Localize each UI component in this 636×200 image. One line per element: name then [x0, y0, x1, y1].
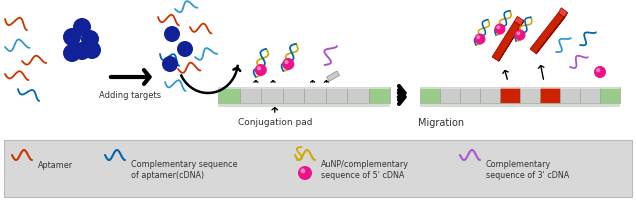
- Text: sequence of 3' cDNA: sequence of 3' cDNA: [486, 170, 569, 179]
- Bar: [218, 88, 240, 103]
- FancyBboxPatch shape: [4, 140, 632, 197]
- Circle shape: [596, 69, 600, 73]
- Polygon shape: [499, 22, 524, 62]
- Text: of aptamer(cDNA): of aptamer(cDNA): [131, 170, 204, 179]
- Circle shape: [474, 34, 485, 45]
- Text: Adding targets: Adding targets: [99, 91, 161, 100]
- Circle shape: [63, 45, 81, 63]
- Polygon shape: [492, 22, 521, 62]
- Polygon shape: [558, 9, 567, 19]
- Circle shape: [73, 43, 91, 61]
- Circle shape: [497, 26, 501, 30]
- Circle shape: [476, 36, 480, 40]
- Bar: [420, 103, 620, 107]
- Bar: [600, 88, 620, 103]
- Circle shape: [255, 65, 267, 77]
- Bar: [480, 88, 500, 103]
- Circle shape: [164, 27, 180, 43]
- Circle shape: [515, 30, 525, 41]
- Circle shape: [63, 29, 81, 47]
- Bar: [440, 88, 460, 103]
- Circle shape: [300, 169, 305, 173]
- Circle shape: [284, 61, 289, 65]
- Circle shape: [516, 32, 520, 36]
- Polygon shape: [515, 17, 524, 26]
- Text: Migration: Migration: [418, 117, 464, 127]
- Circle shape: [298, 166, 312, 180]
- Bar: [580, 88, 600, 103]
- Bar: [282, 88, 304, 103]
- Bar: [500, 88, 520, 103]
- Text: sequence of 5' cDNA: sequence of 5' cDNA: [321, 170, 404, 179]
- Bar: [540, 88, 560, 103]
- Bar: [261, 88, 282, 103]
- Polygon shape: [530, 14, 565, 55]
- Bar: [327, 72, 340, 82]
- Text: Conjugation pad: Conjugation pad: [237, 117, 312, 126]
- Circle shape: [495, 24, 506, 35]
- Bar: [347, 88, 368, 103]
- Circle shape: [257, 67, 261, 71]
- Text: AuNP/complementary: AuNP/complementary: [321, 159, 409, 168]
- Circle shape: [177, 42, 193, 58]
- Bar: [304, 88, 326, 103]
- Text: Aptamer: Aptamer: [38, 161, 73, 170]
- Bar: [520, 88, 540, 103]
- Bar: [326, 88, 347, 103]
- Bar: [560, 88, 580, 103]
- Bar: [218, 88, 390, 90]
- Circle shape: [282, 59, 294, 71]
- Bar: [420, 88, 620, 90]
- Bar: [368, 88, 390, 103]
- Circle shape: [73, 19, 91, 37]
- Text: Complementary sequence: Complementary sequence: [131, 159, 237, 168]
- Bar: [460, 88, 480, 103]
- Circle shape: [162, 57, 178, 73]
- Circle shape: [594, 67, 606, 79]
- Bar: [218, 103, 390, 107]
- Bar: [240, 88, 261, 103]
- Text: Complementary: Complementary: [486, 159, 551, 168]
- Circle shape: [83, 42, 101, 60]
- Polygon shape: [536, 14, 567, 55]
- Circle shape: [81, 31, 99, 49]
- Bar: [420, 88, 440, 103]
